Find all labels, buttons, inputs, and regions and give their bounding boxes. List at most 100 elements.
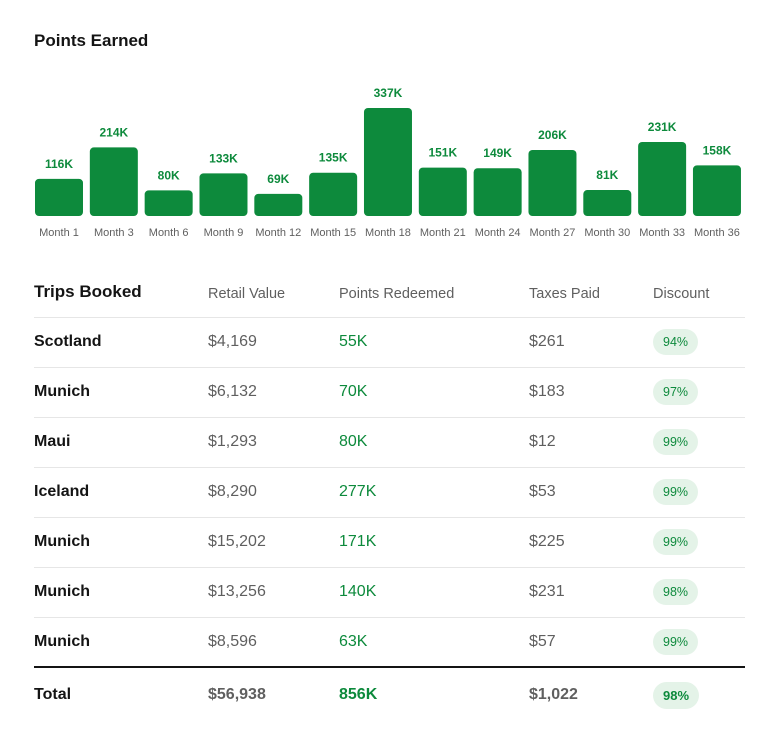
discount-badge: 99%	[653, 429, 699, 455]
discount-cell: 97%	[653, 367, 745, 417]
total-label: Total	[34, 686, 72, 703]
points-redeemed-cell: 63K	[339, 632, 368, 650]
points-redeemed-cell: 140K	[339, 583, 377, 600]
taxes-paid-cell: $261	[529, 333, 565, 350]
points-redeemed-cell: 80K	[339, 433, 368, 450]
x-tick-label: Month 21	[420, 227, 466, 239]
bar-value-label: 69K	[267, 172, 289, 186]
bar-month-6	[144, 190, 193, 216]
discount-cell: 99%	[653, 517, 745, 567]
bar-month-27	[528, 149, 577, 216]
x-tick-label: Month 24	[475, 227, 521, 239]
discount-badge: 99%	[653, 479, 699, 505]
table-header-row: Trips Booked Retail Value Points Redeeme…	[34, 267, 745, 317]
bar-value-label: 135K	[319, 151, 348, 165]
total-discount-cell: 98%	[653, 667, 745, 722]
destination-cell: Maui	[34, 433, 71, 450]
bar-value-label: 206K	[538, 128, 567, 142]
bar-month-3	[89, 147, 138, 216]
retail-value-cell: $6,132	[208, 383, 257, 400]
bar-month-21	[418, 167, 467, 216]
discount-badge: 94%	[653, 329, 699, 355]
retail-value-cell: $13,256	[208, 583, 266, 600]
x-tick-label: Month 15	[310, 227, 356, 239]
total-points-redeemed: 856K	[339, 686, 378, 703]
x-tick-label: Month 9	[204, 227, 244, 239]
bar-month-1	[35, 178, 83, 216]
points-redeemed-cell: 55K	[339, 333, 368, 350]
chart-title: Points Earned	[34, 31, 149, 50]
taxes-paid-cell: $183	[529, 383, 565, 400]
retail-value-cell: $8,596	[208, 632, 257, 650]
table-total-row: Total $56,938 856K $1,022 98%	[34, 667, 745, 722]
taxes-paid-cell: $12	[529, 433, 556, 450]
bar-month-33	[638, 141, 687, 216]
bar-value-label: 116K	[45, 157, 73, 171]
bar-value-label: 81K	[596, 168, 618, 182]
table-row: Munich $13,256 140K $231 98%	[34, 567, 745, 617]
taxes-paid-cell: $57	[529, 632, 556, 650]
discount-cell: 98%	[653, 567, 745, 617]
destination-cell: Munich	[34, 533, 90, 550]
header-discount: Discount	[653, 285, 710, 302]
x-tick-label: Month 30	[584, 227, 630, 239]
table-row: Maui $1,293 80K $12 99%	[34, 417, 745, 467]
x-tick-label: Month 1	[39, 227, 79, 239]
x-tick-label: Month 27	[530, 227, 576, 239]
destination-cell: Munich	[34, 632, 90, 650]
bar-value-label: 149K	[483, 146, 512, 160]
bar-value-label: 231K	[648, 120, 677, 134]
points-redeemed-cell: 70K	[339, 383, 368, 400]
points-redeemed-cell: 171K	[339, 533, 377, 550]
x-tick-label: Month 3	[94, 227, 134, 239]
table-row: Munich $6,132 70K $183 97%	[34, 367, 745, 417]
total-retail-value: $56,938	[208, 686, 266, 703]
bar-month-24	[473, 168, 522, 216]
bar-month-18	[363, 108, 412, 216]
taxes-paid-cell: $225	[529, 533, 565, 550]
retail-value-cell: $8,290	[208, 483, 257, 500]
discount-badge: 99%	[653, 628, 699, 655]
table-row: Munich $8,596 63K $57 99%	[34, 617, 745, 667]
x-tick-label: Month 18	[365, 227, 411, 239]
bar-value-label: 214K	[99, 125, 128, 139]
discount-badge: 99%	[653, 529, 699, 555]
x-tick-label: Month 12	[255, 227, 301, 239]
table-row: Iceland $8,290 277K $53 99%	[34, 467, 745, 517]
taxes-paid-cell: $53	[529, 483, 556, 500]
discount-cell: 94%	[653, 317, 745, 367]
table-title: Trips Booked	[34, 281, 142, 301]
header-retail-value: Retail Value	[208, 285, 286, 302]
discount-cell: 99%	[653, 617, 745, 667]
x-tick-label: Month 6	[149, 227, 189, 239]
bar-value-label: 133K	[209, 151, 238, 165]
discount-cell: 99%	[653, 417, 745, 467]
bar-value-label: 151K	[428, 146, 457, 160]
retail-value-cell: $4,169	[208, 333, 257, 350]
bar-month-30	[583, 190, 632, 216]
bar-month-9	[199, 173, 248, 216]
trips-booked-table: Trips Booked Retail Value Points Redeeme…	[34, 267, 745, 722]
bar-month-12	[254, 193, 303, 216]
table-row: Munich $15,202 171K $225 99%	[34, 517, 745, 567]
discount-badge: 98%	[653, 579, 699, 605]
header-taxes-paid: Taxes Paid	[529, 285, 600, 302]
destination-cell: Munich	[34, 383, 90, 400]
points-earned-bar-chart: 116K Month 1 214K Month 3 80K Month 6 133K Mont…	[35, 86, 741, 239]
bar-month-15	[309, 172, 358, 216]
destination-cell: Iceland	[34, 483, 90, 500]
total-discount-badge: 98%	[653, 681, 700, 709]
total-taxes-paid: $1,022	[529, 686, 578, 703]
bar-value-label: 337K	[374, 86, 403, 100]
bar-value-label: 80K	[158, 168, 180, 182]
retail-value-cell: $15,202	[208, 533, 266, 550]
header-points-redeemed: Points Redeemed	[339, 285, 455, 302]
x-tick-label: Month 33	[639, 227, 685, 239]
discount-badge: 97%	[653, 379, 699, 405]
taxes-paid-cell: $231	[529, 583, 565, 600]
retail-value-cell: $1,293	[208, 433, 257, 450]
bar-month-36	[692, 165, 741, 216]
destination-cell: Munich	[34, 583, 90, 600]
destination-cell: Scotland	[34, 333, 102, 350]
x-tick-label: Month 36	[694, 227, 740, 239]
